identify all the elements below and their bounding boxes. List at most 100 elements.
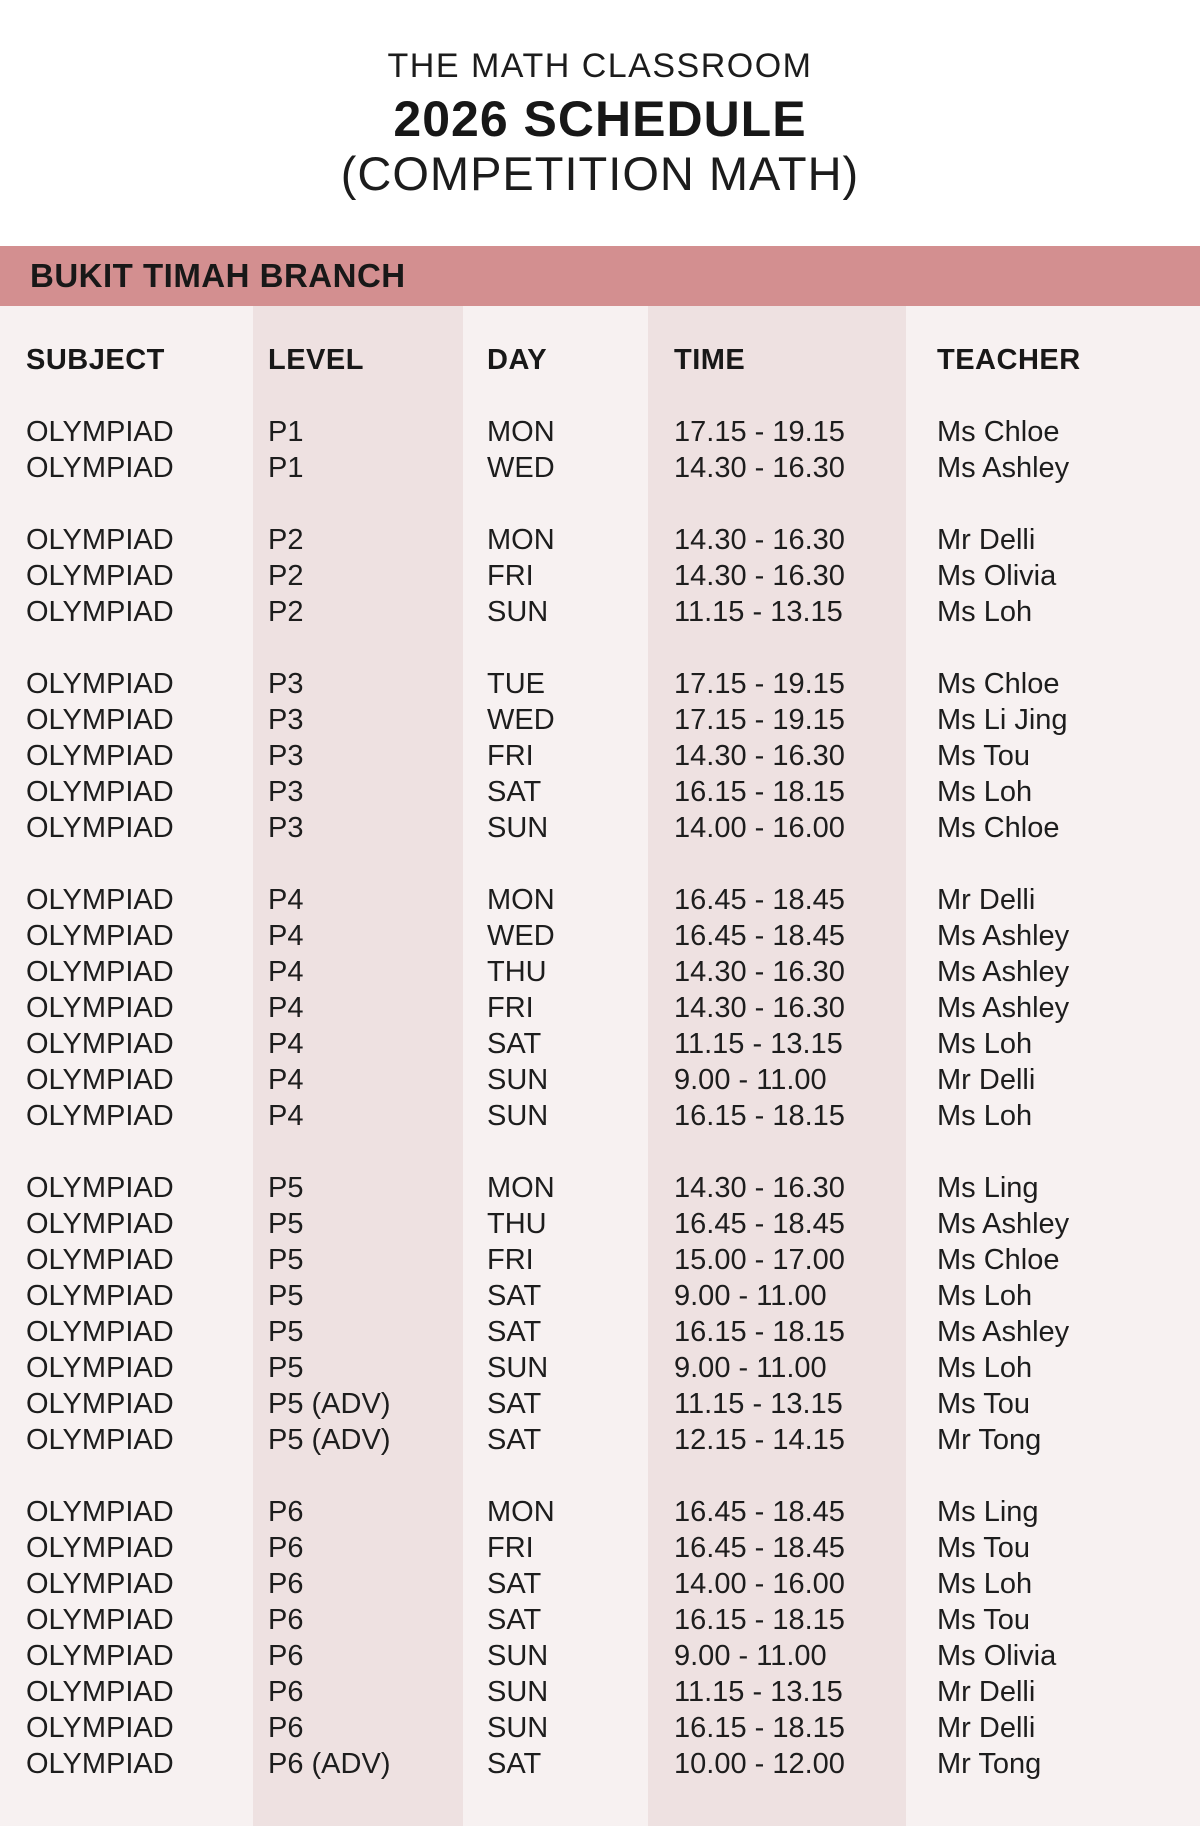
cell-teacher: Mr Delli — [937, 884, 1036, 916]
cell-time: 14.30 - 16.30 — [674, 524, 845, 556]
table-row: OLYMPIAD P2 SUN 11.15 - 13.15 Ms Loh — [0, 594, 1200, 630]
cell-subject: OLYMPIAD — [26, 1424, 174, 1456]
cell-level: P6 — [268, 1712, 304, 1744]
cell-day: SAT — [487, 1568, 542, 1600]
cell-day: MON — [487, 416, 555, 448]
cell-level: P5 (ADV) — [268, 1424, 391, 1456]
cell-level: P6 — [268, 1496, 304, 1528]
cell-level: P3 — [268, 740, 304, 772]
table-row: OLYMPIAD P5 THU 16.45 - 18.45 Ms Ashley — [0, 1206, 1200, 1242]
cell-teacher: Ms Ashley — [937, 992, 1070, 1024]
cell-time: 10.00 - 12.00 — [674, 1748, 845, 1780]
cell-subject: OLYMPIAD — [26, 1604, 174, 1636]
cell-day: SAT — [487, 1316, 542, 1348]
table-row: OLYMPIAD P5 SAT 9.00 - 11.00 Ms Loh — [0, 1278, 1200, 1314]
cell-subject: OLYMPIAD — [26, 1640, 174, 1672]
cell-day: SAT — [487, 1424, 542, 1456]
cell-day: SUN — [487, 812, 549, 844]
cell-day: SAT — [487, 776, 542, 808]
cell-level: P1 — [268, 416, 304, 448]
title-brand: THE MATH CLASSROOM — [387, 47, 813, 85]
cell-level: P4 — [268, 920, 304, 952]
cell-level: P4 — [268, 884, 304, 916]
column-header-subject: SUBJECT — [26, 344, 165, 376]
cell-subject: OLYMPIAD — [26, 596, 174, 628]
cell-day: MON — [487, 1172, 555, 1204]
cell-level: P4 — [268, 956, 304, 988]
cell-subject: OLYMPIAD — [26, 704, 174, 736]
cell-time: 16.45 - 18.45 — [674, 920, 845, 952]
cell-level: P3 — [268, 704, 304, 736]
table-row: OLYMPIAD P2 MON 14.30 - 16.30 Mr Delli — [0, 522, 1200, 558]
cell-level: P6 (ADV) — [268, 1748, 391, 1780]
table-row: OLYMPIAD P5 SUN 9.00 - 11.00 Ms Loh — [0, 1350, 1200, 1386]
cell-teacher: Ms Ling — [937, 1496, 1039, 1528]
table-row: OLYMPIAD P4 SUN 16.15 - 18.15 Ms Loh — [0, 1098, 1200, 1134]
table-row: OLYMPIAD P6 (ADV) SAT 10.00 - 12.00 Mr Tong — [0, 1746, 1200, 1782]
row-spacer — [0, 306, 1200, 342]
table-row: OLYMPIAD P3 SAT 16.15 - 18.15 Ms Loh — [0, 774, 1200, 810]
cell-time: 12.15 - 14.15 — [674, 1424, 845, 1456]
table-row: OLYMPIAD P1 MON 17.15 - 19.15 Ms Chloe — [0, 414, 1200, 450]
row-spacer — [0, 846, 1200, 882]
cell-subject: OLYMPIAD — [26, 452, 174, 484]
cell-teacher: Mr Tong — [937, 1748, 1042, 1780]
cell-level: P5 (ADV) — [268, 1388, 391, 1420]
cell-teacher: Ms Loh — [937, 1280, 1033, 1312]
column-header-time: TIME — [674, 344, 746, 376]
title-block: THE MATH CLASSROOM 2026 SCHEDULE (COMPET… — [0, 0, 1200, 200]
cell-teacher: Ms Loh — [937, 1568, 1033, 1600]
cell-subject: OLYMPIAD — [26, 920, 174, 952]
table-row: OLYMPIAD P5 (ADV) SAT 11.15 - 13.15 Ms Tou — [0, 1386, 1200, 1422]
cell-level: P4 — [268, 1100, 304, 1132]
cell-level: P5 — [268, 1172, 304, 1204]
cell-teacher: Ms Olivia — [937, 560, 1057, 592]
cell-teacher: Ms Loh — [937, 1100, 1033, 1132]
cell-day: FRI — [487, 992, 534, 1024]
table-row: OLYMPIAD P4 SAT 11.15 - 13.15 Ms Loh — [0, 1026, 1200, 1062]
cell-subject: OLYMPIAD — [26, 1676, 174, 1708]
table-header-row: SUBJECT LEVEL DAY TIME TEACHER — [0, 342, 1200, 378]
cell-teacher: Ms Loh — [937, 1352, 1033, 1384]
cell-subject: OLYMPIAD — [26, 1028, 174, 1060]
cell-subject: OLYMPIAD — [26, 1748, 174, 1780]
cell-level: P6 — [268, 1640, 304, 1672]
column-header-day: DAY — [487, 344, 548, 376]
cell-time: 9.00 - 11.00 — [674, 1352, 827, 1384]
table-row: OLYMPIAD P4 THU 14.30 - 16.30 Ms Ashley — [0, 954, 1200, 990]
cell-time: 14.30 - 16.30 — [674, 560, 845, 592]
cell-day: SUN — [487, 1640, 549, 1672]
cell-day: SAT — [487, 1604, 542, 1636]
cell-day: WED — [487, 704, 555, 736]
cell-subject: OLYMPIAD — [26, 1100, 174, 1132]
table-row: OLYMPIAD P5 MON 14.30 - 16.30 Ms Ling — [0, 1170, 1200, 1206]
cell-time: 11.15 - 13.15 — [674, 596, 843, 628]
table-row: OLYMPIAD P1 WED 14.30 - 16.30 Ms Ashley — [0, 450, 1200, 486]
branch-name: BUKIT TIMAH BRANCH — [30, 257, 406, 294]
schedule-table: SUBJECT LEVEL DAY TIME TEACHER OLYMPIAD P… — [0, 306, 1200, 1826]
table-row: OLYMPIAD P3 FRI 14.30 - 16.30 Ms Tou — [0, 738, 1200, 774]
table-row: OLYMPIAD P5 FRI 15.00 - 17.00 Ms Chloe — [0, 1242, 1200, 1278]
cell-time: 14.30 - 16.30 — [674, 1172, 845, 1204]
cell-level: P6 — [268, 1568, 304, 1600]
table-row: OLYMPIAD P3 WED 17.15 - 19.15 Ms Li Jing — [0, 702, 1200, 738]
cell-teacher: Ms Chloe — [937, 812, 1060, 844]
cell-day: SUN — [487, 1100, 549, 1132]
cell-subject: OLYMPIAD — [26, 1064, 174, 1096]
cell-time: 9.00 - 11.00 — [674, 1280, 827, 1312]
table-body: OLYMPIAD P1 MON 17.15 - 19.15 Ms Chloe OLYMPI… — [0, 414, 1200, 1782]
cell-subject: OLYMPIAD — [26, 1496, 174, 1528]
cell-subject: OLYMPIAD — [26, 1388, 174, 1420]
title-subtitle: (COMPETITION MATH) — [340, 147, 860, 200]
cell-time: 14.30 - 16.30 — [674, 956, 845, 988]
cell-teacher: Ms Olivia — [937, 1640, 1057, 1672]
cell-level: P6 — [268, 1604, 304, 1636]
cell-subject: OLYMPIAD — [26, 884, 174, 916]
column-header-level: LEVEL — [268, 344, 364, 376]
cell-subject: OLYMPIAD — [26, 1280, 174, 1312]
column-header-teacher: TEACHER — [937, 344, 1081, 376]
row-spacer — [0, 378, 1200, 414]
cell-time: 17.15 - 19.15 — [674, 704, 845, 736]
cell-day: FRI — [487, 1532, 534, 1564]
